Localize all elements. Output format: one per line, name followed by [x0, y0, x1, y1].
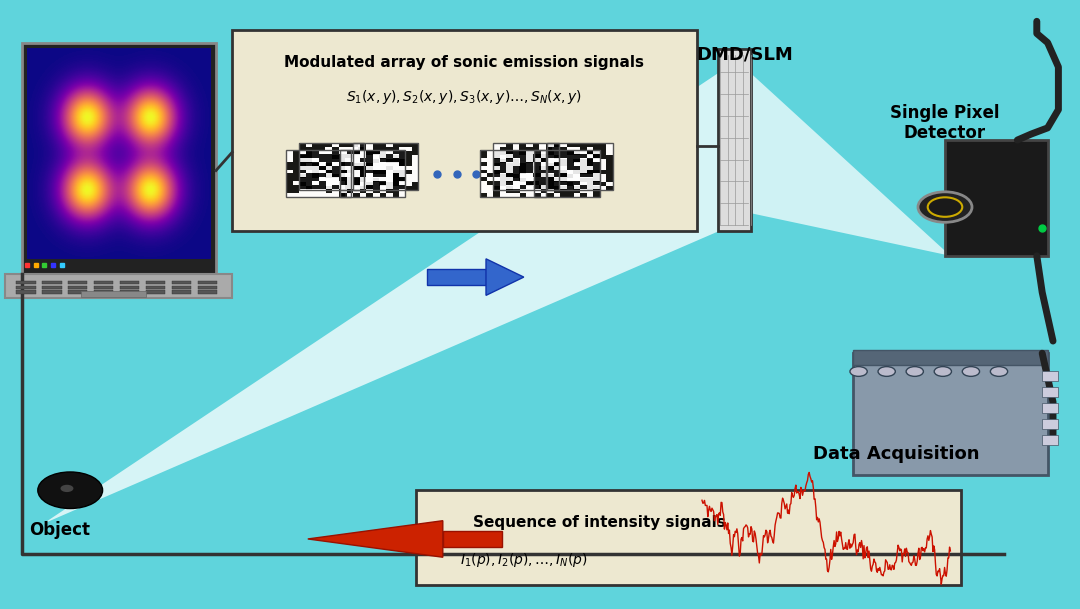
Circle shape: [60, 485, 73, 492]
FancyBboxPatch shape: [5, 274, 232, 298]
FancyBboxPatch shape: [22, 43, 216, 274]
Bar: [94, 290, 113, 294]
Polygon shape: [308, 521, 443, 557]
FancyBboxPatch shape: [853, 350, 1048, 365]
Bar: [16, 290, 36, 294]
Bar: [120, 281, 139, 284]
Text: Sequence of intensity signals: Sequence of intensity signals: [473, 515, 726, 530]
Bar: [427, 269, 486, 284]
Polygon shape: [43, 73, 718, 524]
Text: Object: Object: [29, 521, 90, 539]
Bar: [94, 281, 113, 284]
Bar: [443, 531, 502, 547]
Polygon shape: [718, 49, 751, 231]
Circle shape: [878, 367, 895, 376]
Bar: [481, 150, 545, 197]
Circle shape: [38, 472, 103, 509]
Bar: [198, 290, 217, 294]
Bar: [340, 150, 405, 197]
Circle shape: [934, 367, 951, 376]
Bar: [42, 281, 62, 284]
Bar: [146, 290, 165, 294]
FancyBboxPatch shape: [232, 30, 697, 231]
Polygon shape: [486, 259, 524, 295]
FancyBboxPatch shape: [853, 353, 1048, 475]
Bar: [16, 286, 36, 289]
Circle shape: [962, 367, 980, 376]
Bar: [494, 143, 558, 190]
Bar: [1042, 435, 1058, 445]
Bar: [68, 286, 87, 289]
Bar: [299, 143, 364, 190]
Bar: [286, 150, 351, 197]
Bar: [94, 286, 113, 289]
Text: $I_1(p), I_2(p), \ldots, I_N(p)$: $I_1(p), I_2(p), \ldots, I_N(p)$: [460, 551, 588, 569]
Bar: [198, 286, 217, 289]
Bar: [1042, 403, 1058, 413]
Bar: [146, 286, 165, 289]
Circle shape: [850, 367, 867, 376]
Bar: [172, 290, 191, 294]
Bar: [172, 286, 191, 289]
Bar: [146, 281, 165, 284]
FancyBboxPatch shape: [945, 140, 1048, 256]
Circle shape: [928, 197, 962, 217]
Polygon shape: [751, 73, 950, 256]
Bar: [16, 281, 36, 284]
Circle shape: [918, 192, 972, 222]
FancyBboxPatch shape: [416, 490, 961, 585]
Bar: [81, 291, 146, 297]
Bar: [172, 281, 191, 284]
Bar: [1042, 371, 1058, 381]
Text: $S_1(x,y), S_2(x,y), S_3(x,y)\ldots, S_N(x,y)$: $S_1(x,y), S_2(x,y), S_3(x,y)\ldots, S_N…: [347, 88, 582, 107]
Bar: [198, 281, 217, 284]
Bar: [42, 290, 62, 294]
Bar: [120, 286, 139, 289]
Bar: [535, 150, 599, 197]
Bar: [120, 290, 139, 294]
Bar: [353, 143, 418, 190]
Bar: [68, 281, 87, 284]
Text: Modulated array of sonic emission signals: Modulated array of sonic emission signal…: [284, 55, 645, 70]
Bar: [548, 143, 612, 190]
Bar: [42, 286, 62, 289]
Circle shape: [990, 367, 1008, 376]
Text: DMD/SLM: DMD/SLM: [697, 46, 794, 64]
Circle shape: [906, 367, 923, 376]
Bar: [68, 290, 87, 294]
Text: Data Acquisition: Data Acquisition: [813, 445, 980, 463]
Text: Single Pixel
Detector: Single Pixel Detector: [890, 104, 1000, 143]
Bar: [1042, 387, 1058, 397]
Bar: [1042, 419, 1058, 429]
